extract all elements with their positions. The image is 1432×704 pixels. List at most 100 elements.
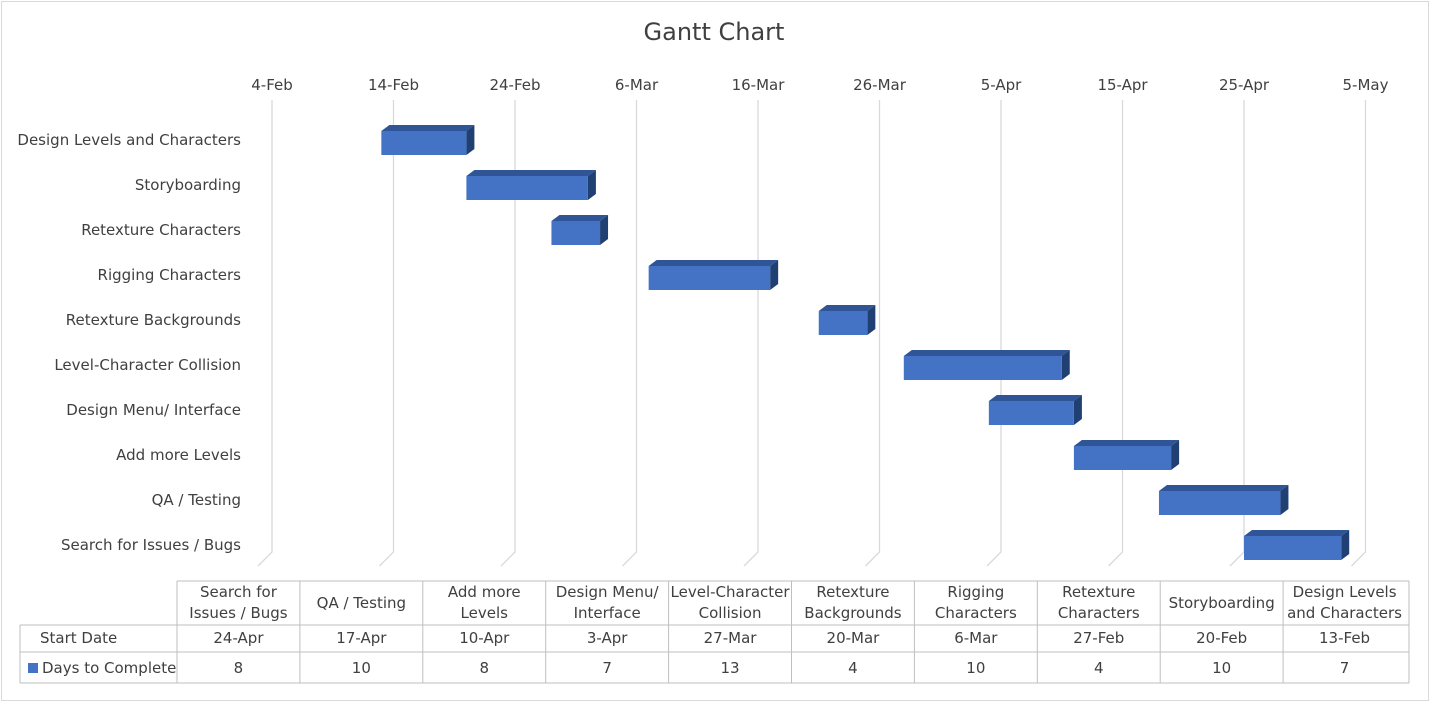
gridline [379, 100, 395, 567]
task-label: Storyboarding [135, 176, 241, 194]
gridline [865, 100, 881, 567]
table-cell: 10-Apr [459, 629, 510, 647]
x-tick-label: 24-Feb [489, 76, 540, 94]
bar-front-face [381, 131, 467, 155]
table-header-cell: Levels [461, 604, 509, 622]
bar-side-face [1280, 485, 1289, 515]
task-label: Search for Issues / Bugs [61, 536, 241, 554]
table-cell: 20-Mar [827, 629, 881, 647]
bar-front-face [988, 401, 1074, 425]
bar-front-face [648, 266, 771, 290]
x-tick-label: 25-Apr [1219, 76, 1270, 94]
bar-side-face [1171, 440, 1180, 470]
bar-side-face [1061, 350, 1070, 380]
bar-top-face [1158, 485, 1289, 491]
table-header-cell: Level-Character [671, 583, 791, 601]
task-label: Design Levels and Characters [17, 131, 241, 149]
x-tick-label: 6-Mar [615, 76, 659, 94]
x-tick-label: 16-Mar [732, 76, 786, 94]
table-cell: 13 [721, 659, 740, 677]
table-cell: 27-Mar [704, 629, 758, 647]
bar-side-face [770, 260, 779, 290]
gantt-bar [381, 125, 475, 155]
gantt-bar [1244, 530, 1350, 560]
bar-front-face [1073, 446, 1172, 470]
table-header-cell: Characters [935, 604, 1017, 622]
gridline [1351, 100, 1367, 567]
bar-side-face [867, 305, 876, 335]
task-label: Add more Levels [116, 446, 241, 464]
bar-side-face [1073, 395, 1082, 425]
bar-top-face [551, 215, 609, 221]
table-header-cell: Issues / Bugs [189, 604, 288, 622]
task-label: Level-Character Collision [54, 356, 241, 374]
bar-side-face [1341, 530, 1350, 560]
chart-title: Gantt Chart [644, 18, 785, 46]
x-tick-label: 4-Feb [251, 76, 293, 94]
gridline [500, 100, 516, 567]
table-cell: 27-Feb [1073, 629, 1124, 647]
table-header-cell: Characters [1058, 604, 1140, 622]
bar-front-face [1158, 491, 1281, 515]
x-tick-label: 26-Mar [853, 76, 907, 94]
table-header-cell: Add more [448, 583, 521, 601]
bar-top-face [988, 395, 1082, 401]
gridline [743, 100, 759, 567]
bar-top-face [466, 170, 596, 176]
table-header-cell: Interface [574, 604, 641, 622]
bar-front-face [818, 311, 868, 335]
table-cell: 6-Mar [954, 629, 998, 647]
gridline [622, 100, 638, 567]
gridline [986, 100, 1002, 567]
x-tick-label: 5-Apr [981, 76, 1022, 94]
bar-front-face [903, 356, 1062, 380]
table-cell: 3-Apr [587, 629, 628, 647]
task-label: Rigging Characters [98, 266, 242, 284]
gantt-bar [1073, 440, 1180, 470]
bar-top-face [1073, 440, 1180, 446]
table-cell: 24-Apr [213, 629, 264, 647]
task-label: QA / Testing [152, 491, 241, 509]
bar-top-face [648, 260, 779, 266]
table-cell: 20-Feb [1196, 629, 1247, 647]
table-cell: 8 [479, 659, 489, 677]
bar-side-face [466, 125, 475, 155]
task-label: Design Menu/ Interface [66, 401, 241, 419]
table-cell: 4 [848, 659, 858, 677]
table-header-cell: Design Menu/ [556, 583, 660, 601]
x-tick-label: 14-Feb [368, 76, 419, 94]
table-header-cell: Retexture [816, 583, 889, 601]
table-header-cell: Retexture [1062, 583, 1135, 601]
bar-top-face [381, 125, 475, 131]
bar-front-face [466, 176, 588, 200]
table-header-cell: Rigging [947, 583, 1004, 601]
bar-side-face [600, 215, 609, 245]
table-header-cell: QA / Testing [317, 594, 406, 612]
table-header-cell: Backgrounds [804, 604, 901, 622]
bar-top-face [818, 305, 876, 311]
gantt-bar [551, 215, 609, 245]
table-cell: 7 [602, 659, 612, 677]
bar-side-face [587, 170, 596, 200]
table-header-cell: Collision [699, 604, 762, 622]
table-cell: 8 [234, 659, 244, 677]
gridline [1108, 100, 1124, 567]
gantt-bar [466, 170, 596, 200]
bar-top-face [1244, 530, 1350, 536]
legend-key [28, 663, 38, 673]
bar-front-face [1244, 536, 1342, 560]
table-cell: 10 [966, 659, 985, 677]
gantt-bar [818, 305, 876, 335]
bar-front-face [551, 221, 601, 245]
table-cell: 17-Apr [336, 629, 387, 647]
table-header-cell: Storyboarding [1169, 594, 1275, 612]
gridline [257, 100, 273, 567]
gantt-bar [988, 395, 1082, 425]
table-row-label: Days to Complete [42, 659, 176, 677]
table-cell: 7 [1340, 659, 1350, 677]
table-cell: 13-Feb [1319, 629, 1370, 647]
table-header-cell: and Characters [1287, 604, 1402, 622]
task-label: Retexture Characters [81, 221, 241, 239]
